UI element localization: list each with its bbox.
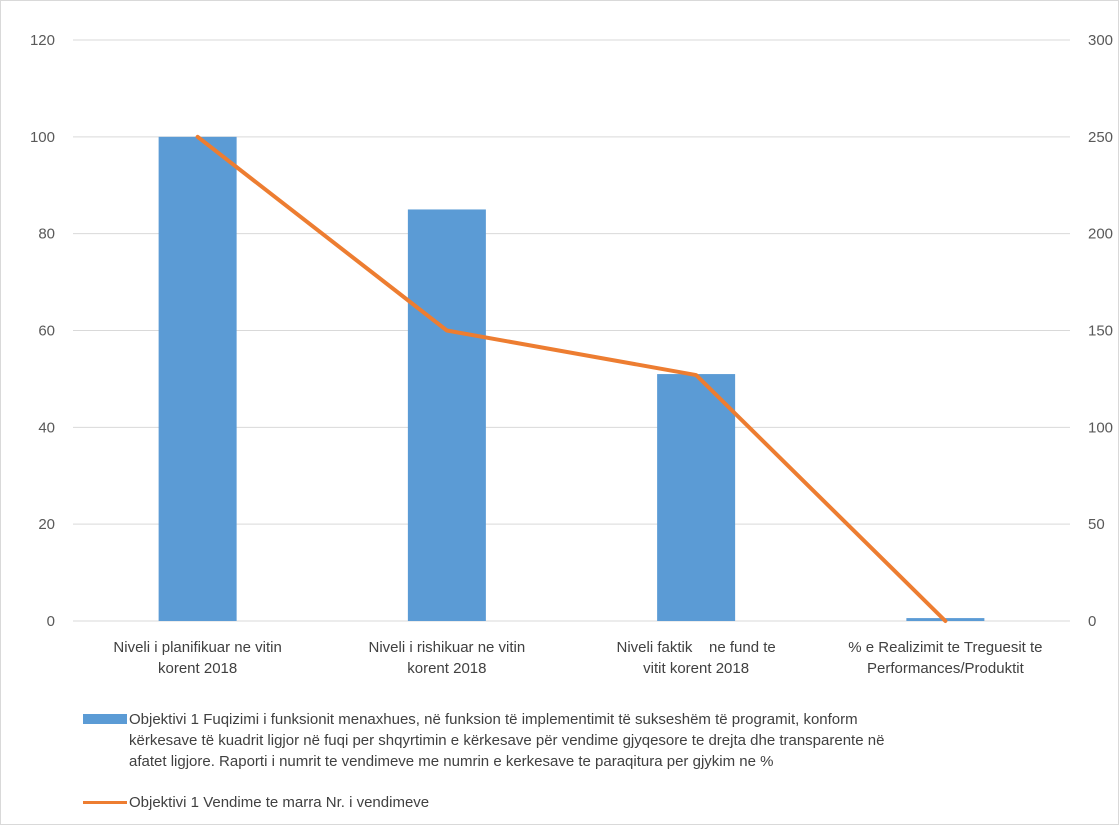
category-label: Niveli i rishikuar ne vitin korent 2018 — [327, 637, 567, 679]
right-tick-label: 100 — [1088, 419, 1113, 436]
left-tick-label: 80 — [38, 226, 55, 243]
bar — [407, 209, 486, 622]
left-tick-label: 100 — [30, 129, 55, 146]
left-axis-ticks: 0 20 40 60 80 100 120 — [30, 32, 55, 630]
category-label: Niveli faktik ne fund te vitit korent 201… — [576, 637, 816, 679]
right-tick-label: 200 — [1088, 226, 1113, 243]
legend-swatch-bar — [83, 714, 127, 724]
right-axis-ticks: 0 50 100 150 200 250 300 — [1088, 32, 1113, 630]
left-tick-label: 0 — [47, 613, 55, 630]
category-label-line: korent 2018 — [158, 660, 238, 677]
category-label-line: vitit korent 2018 — [643, 660, 750, 677]
right-tick-label: 300 — [1088, 32, 1113, 49]
right-tick-label: 50 — [1088, 516, 1105, 533]
category-label: % e Realizimit te Treguesit te Performanc… — [825, 637, 1065, 679]
bar — [158, 136, 237, 622]
legend-item-line: Objektivi 1 Vendime te marra Nr. i vendi… — [83, 792, 429, 813]
legend-label-bar: Objektivi 1 Fuqizimi i funksionit menaxh… — [129, 709, 884, 772]
left-tick-label: 20 — [38, 516, 55, 533]
legend-item-bar: Objektivi 1 Fuqizimi i funksionit menaxh… — [83, 709, 884, 772]
legend-swatch-line — [83, 801, 127, 804]
category-label-line: korent 2018 — [407, 660, 487, 677]
category-label-line: Niveli i planifikuar ne vitin — [113, 639, 282, 656]
legend-bar-line-1: Objektivi 1 Fuqizimi i funksionit menaxh… — [129, 711, 858, 728]
legend-label-line: Objektivi 1 Vendime te marra Nr. i vendi… — [129, 794, 430, 811]
left-tick-label: 40 — [38, 419, 55, 436]
legend-bar-line-2: kërkesave të kuadrit ligjor në fuqi per … — [129, 732, 885, 749]
gridlines — [73, 39, 1070, 622]
legend-bar-line-3: afatet ligjore. Raporti i numrit te vend… — [129, 753, 774, 770]
bar — [657, 374, 736, 621]
category-label-line: Niveli i rishikuar ne vitin — [368, 639, 526, 656]
category-label-line: Niveli faktik ne fund te — [616, 639, 776, 656]
right-tick-label: 250 — [1088, 129, 1113, 146]
bar-series — [158, 136, 985, 622]
right-tick-label: 0 — [1088, 613, 1096, 630]
left-tick-label: 60 — [38, 323, 55, 340]
right-tick-label: 150 — [1088, 323, 1113, 340]
category-label-line: Performances/Produktit — [867, 660, 1024, 677]
line-path — [195, 134, 948, 623]
category-label: Niveli i planifikuar ne vitin korent 2018 — [78, 637, 318, 679]
line-series — [195, 134, 948, 623]
category-label-line: % e Realizimit te Treguesit te — [848, 639, 1043, 656]
left-tick-label: 120 — [30, 32, 55, 49]
